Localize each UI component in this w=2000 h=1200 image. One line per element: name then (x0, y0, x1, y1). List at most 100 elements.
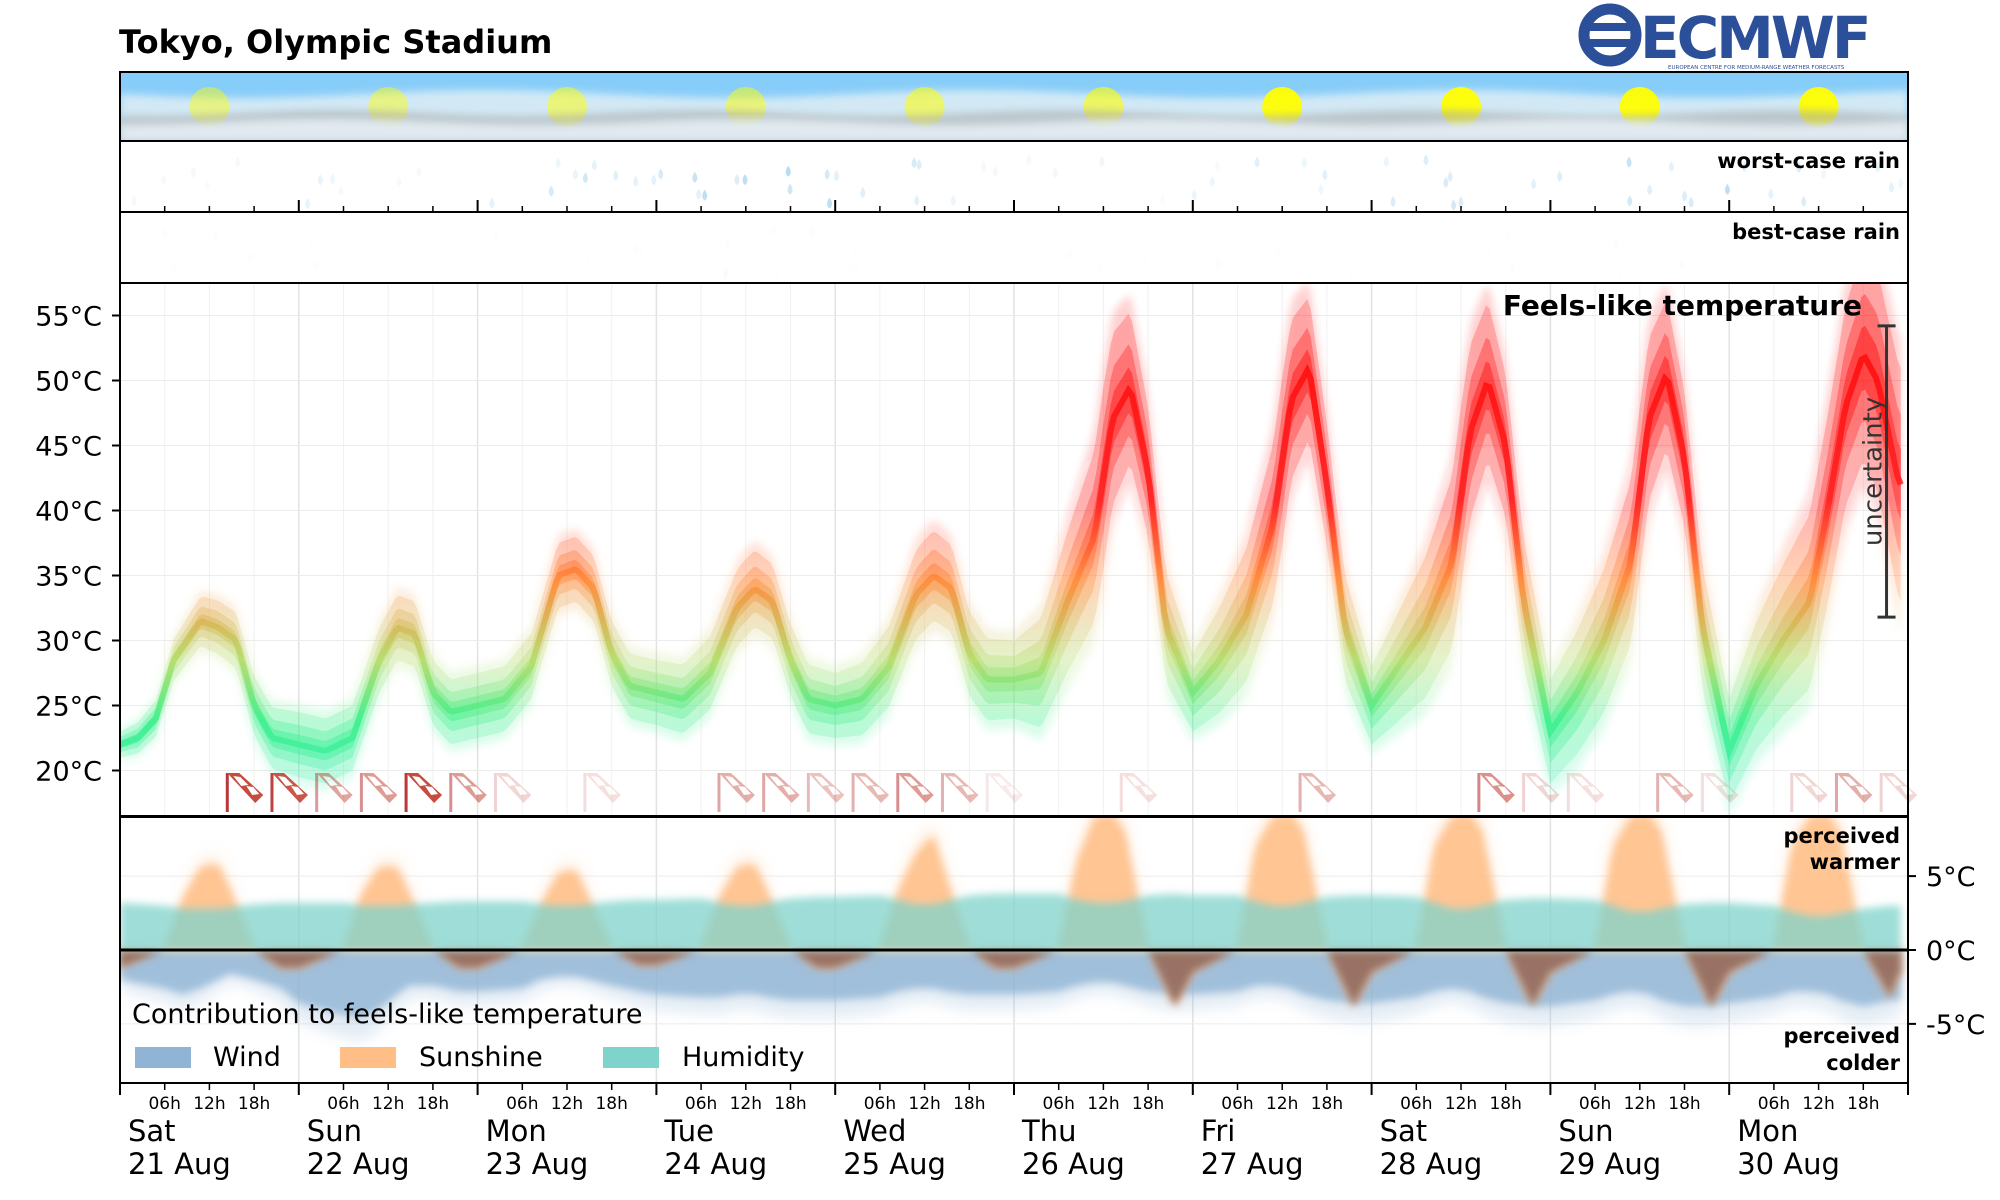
wind-flag (1656, 773, 1694, 812)
hour-tick-label: 06h (327, 1094, 359, 1114)
wind-flag (1522, 773, 1560, 812)
rain-drop-icon (692, 171, 698, 183)
rain-drop-icon (1301, 157, 1307, 169)
rain-drop-icon (1155, 241, 1160, 252)
day-date-label: 30 Aug (1737, 1147, 1840, 1181)
rain-drop-icon (548, 185, 554, 197)
rain-drop-icon (1796, 161, 1802, 173)
temp-median-line (120, 353, 1904, 761)
rain-drop-icon (1550, 259, 1555, 270)
rain-drop-icon (1724, 184, 1730, 196)
rain-drop-icon (235, 156, 241, 168)
wind-flag (404, 773, 443, 812)
rain-drop-icon (1487, 244, 1492, 255)
hour-tick-label: 18h (1489, 1094, 1521, 1114)
rain-drop-icon (1627, 195, 1633, 207)
day-weekday-label: Sun (307, 1114, 362, 1148)
feels-like-panel: 20°C 25°C 30°C 35°C 40°C 45°C 50°C 55°C Feels-l… (35, 282, 1918, 817)
hour-tick-label: 06h (148, 1094, 180, 1114)
hour-tick-label: 06h (1758, 1094, 1790, 1114)
wind-flag (315, 773, 353, 812)
rain-drop-icon (591, 159, 597, 171)
perceived-colder-line2: colder (1826, 1051, 1900, 1075)
rain-drop-icon (213, 230, 218, 241)
wind-flag (1298, 773, 1337, 812)
hour-tick-label: 12h (372, 1094, 404, 1114)
day-weekday-label: Wed (843, 1114, 906, 1148)
rain-drop-icon (582, 172, 588, 184)
hour-tick-label: 06h (685, 1094, 717, 1114)
rain-drop-icon (633, 175, 639, 187)
legend-swatch-sunshine (340, 1047, 396, 1068)
day-date-label: 27 Aug (1201, 1147, 1304, 1181)
rain-drop-icon (1531, 178, 1537, 190)
temp-tick-label: 45°C (35, 432, 102, 463)
rain-drop-icon (1214, 160, 1220, 172)
wind-flag (1119, 773, 1158, 812)
wind-flag (1477, 773, 1515, 812)
rain-drop-icon (774, 271, 779, 282)
rain-drop-icon (1724, 183, 1730, 195)
rain-drop-icon (824, 168, 830, 180)
rain-drop-icon (1160, 193, 1166, 205)
worst-rain-label: worst-case rain (1717, 149, 1900, 173)
rain-drop-icon (493, 228, 498, 239)
contrib-tick-label: 0°C (1926, 936, 1976, 967)
hour-tick-label: 18h (1847, 1094, 1879, 1114)
rain-drop-icon (916, 159, 922, 171)
rain-drop-icon (1099, 155, 1105, 167)
rain-drop-icon (849, 259, 854, 270)
rain-drop-icon (1875, 161, 1881, 173)
wind-flag (225, 773, 264, 812)
rain-drop-icon (1614, 238, 1619, 249)
wind-flag (1790, 773, 1828, 812)
rain-drop-icon (330, 173, 336, 185)
rain-drop-icon (555, 157, 561, 169)
temp-tick-label: 35°C (35, 562, 102, 593)
day-date-label: 23 Aug (486, 1147, 589, 1181)
rain-drop-icon (322, 228, 327, 239)
best-rain-panel: best-case rain (119, 211, 1909, 284)
rain-drop-icon (1688, 196, 1694, 208)
day-date-label: 22 Aug (307, 1147, 410, 1181)
rain-drop-icon (1322, 169, 1328, 181)
hour-tick-label: 18h (1311, 1094, 1343, 1114)
hour-tick-label: 18h (1668, 1094, 1700, 1114)
rain-drop-icon (317, 174, 323, 186)
hour-tick-label: 06h (1400, 1094, 1432, 1114)
wind-flag (493, 773, 532, 812)
temp-tick-label: 50°C (35, 367, 102, 398)
legend-label-wind: Wind (213, 1042, 281, 1073)
rain-drop-icon (723, 268, 729, 280)
legend-title: Contribution to feels-like temperature (132, 999, 643, 1030)
fog-layer (120, 119, 1908, 141)
rain-drop-icon (1768, 188, 1774, 200)
rain-drop-icon (1505, 230, 1510, 241)
rain-drop-icon (416, 166, 422, 178)
rain-drop-icon (489, 197, 495, 209)
rain-drop-icon (1821, 168, 1827, 180)
wind-flag (449, 773, 487, 812)
rain-drop-icon (787, 183, 793, 195)
hour-tick-label: 12h (1266, 1094, 1298, 1114)
rain-drop-icon (205, 179, 211, 191)
day-weekday-label: Mon (1737, 1114, 1798, 1148)
rain-drop-icon (1617, 271, 1622, 282)
rain-drop-icon (651, 174, 657, 186)
hour-tick-label: 12h (1624, 1094, 1656, 1114)
wind-flag (985, 773, 1024, 812)
rain-drop-icon (930, 268, 935, 279)
day-date-label: 26 Aug (1022, 1147, 1125, 1181)
wind-flag (762, 773, 800, 812)
rain-drop-icon (1254, 156, 1260, 168)
rain-drop-icon (172, 262, 177, 273)
hour-tick-label: 12h (193, 1094, 225, 1114)
rain-drop-icon (914, 194, 920, 206)
hour-tick-label: 12h (551, 1094, 583, 1114)
feels-like-title: Feels-like temperature (1503, 289, 1862, 322)
rain-drop-icon (1647, 184, 1653, 196)
rain-drop-icon (725, 238, 730, 249)
rain-drop-icon (338, 185, 344, 197)
uncertainty-bar (1877, 324, 1896, 619)
